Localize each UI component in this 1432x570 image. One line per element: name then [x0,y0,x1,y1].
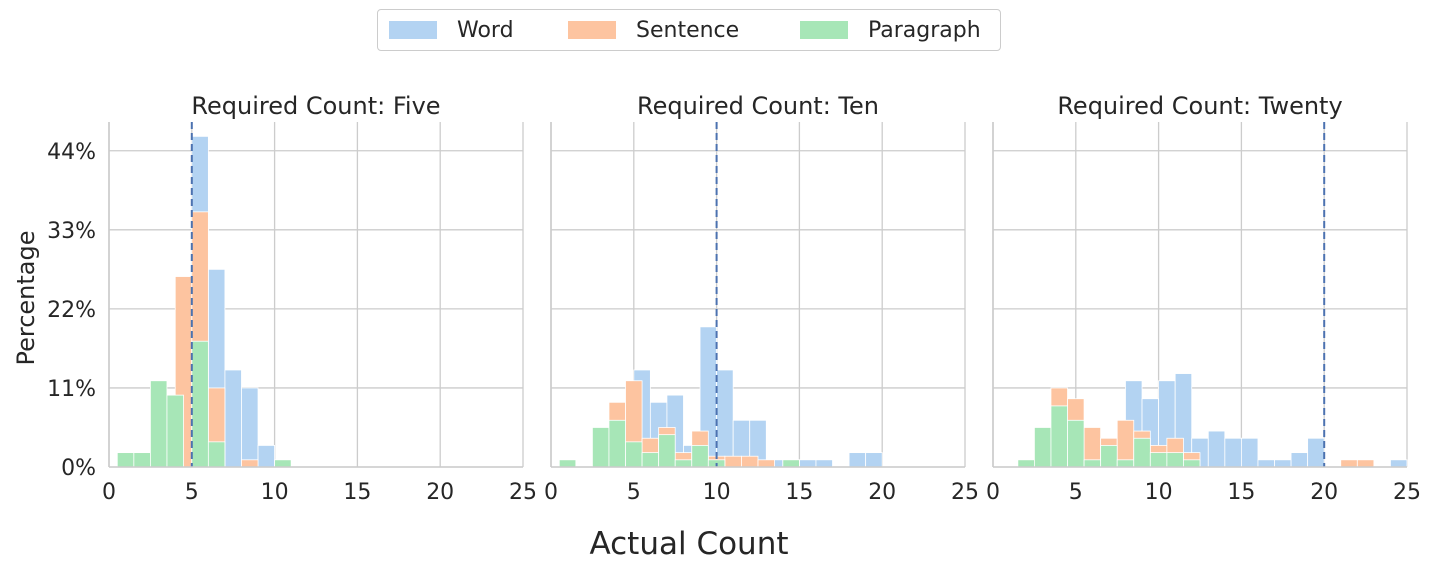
x-tick-label: 25 [509,480,537,505]
panel-title: Required Count: Twenty [1057,92,1342,120]
legend-swatch-sentence [568,21,616,39]
legend-swatch-paragraph [800,21,848,39]
bar-sentence [1340,459,1358,468]
y-tick-label: 0% [61,456,96,481]
panel-1: 0 5 10 15 20 25 0% 11% 22% 33% 44% Required Count: … [47,92,537,505]
x-tick-label: 5 [185,480,199,505]
bar-word [1207,430,1226,468]
panel-3: 0 5 10 15 20 25 Required Count: Twenty [986,92,1421,505]
bar-paragraph [658,434,676,468]
x-axis-label: Actual Count [589,526,788,562]
x-tick-label: 10 [1145,480,1173,505]
legend-swatch-word [389,21,437,39]
bar-paragraph [149,380,168,468]
bar-paragraph [558,459,577,468]
bar-sentence [1356,459,1375,468]
x-tick-label: 15 [1227,480,1255,505]
bar-sentence [241,459,259,468]
x-tick-label: 0 [544,480,558,505]
bar-paragraph [1133,437,1151,468]
bar-paragraph [1067,419,1085,468]
x-tick-label: 20 [426,480,454,505]
bar-word [1224,437,1242,468]
bar-paragraph [625,441,643,468]
bar-word [1390,459,1408,468]
bar-word [1307,437,1325,468]
panel-title: Required Count: Ten [637,92,879,120]
bar-word [716,369,734,468]
x-tick-label: 15 [785,480,813,505]
bar-paragraph [1100,445,1118,468]
x-tick-label: 10 [261,480,289,505]
legend-label-paragraph: Paragraph [868,17,981,43]
bar-paragraph [691,445,709,468]
panel-title: Required Count: Five [191,92,440,120]
panel-2: 0 5 10 15 20 25 Required Count: Ten [544,92,979,505]
y-tick-label: 33% [47,219,96,244]
bar-sentence [741,455,759,468]
legend-label-sentence: Sentence [636,17,740,43]
legend-item-word: Word [389,10,514,50]
bar-paragraph [1083,459,1102,468]
bar-paragraph [641,452,660,468]
bar-paragraph [1183,459,1201,468]
bar-word [1241,437,1259,468]
bar-word [257,445,276,468]
x-tick-label: 25 [1393,480,1421,505]
legend-item-sentence: Sentence [568,10,739,50]
x-tick-label: 15 [343,480,371,505]
x-tick-label: 20 [868,480,896,505]
x-tick-label: 10 [703,480,731,505]
bar-word [865,452,883,468]
bar-paragraph [1166,452,1184,468]
bar-paragraph [191,340,209,468]
bar-paragraph [166,394,184,468]
bar-paragraph [1017,459,1035,468]
bar-paragraph [674,459,693,468]
bar-word [224,369,242,468]
bar-sentence [757,459,775,468]
bar-paragraph [207,441,226,468]
bar-paragraph [608,419,626,468]
y-tick-label: 22% [47,298,96,323]
bar-word [1257,459,1275,468]
y-axis-label: Percentage [12,230,40,365]
y-tick-label: 11% [47,377,96,402]
bar-paragraph [1034,427,1052,468]
bar-word [799,459,817,468]
bar-paragraph [274,459,292,468]
panels-group: 0 5 10 15 20 25 0% 11% 22% 33% 44% Required Count: … [47,92,1421,505]
y-tick-label: 44% [47,140,96,165]
x-tick-label: 0 [102,480,116,505]
legend-label-word: Word [457,17,514,43]
bar-word [1274,459,1292,468]
bar-paragraph [1116,459,1135,468]
bar-paragraph [133,452,151,468]
legend: Word Sentence Paragraph [377,9,1001,51]
bar-word [815,459,833,468]
x-tick-label: 0 [986,480,1000,505]
bar-paragraph [592,427,610,468]
bar-paragraph [116,452,135,468]
bar-word [848,452,867,468]
x-tick-label: 20 [1310,480,1338,505]
bar-paragraph [782,459,800,468]
x-tick-label: 5 [627,480,641,505]
bar-sentence [724,455,742,468]
bar-paragraph [1050,405,1068,468]
legend-item-paragraph: Paragraph [800,10,981,50]
x-tick-label: 5 [1069,480,1083,505]
bar-paragraph [1149,452,1168,468]
bar-word [241,387,259,468]
bar-word [1290,452,1309,468]
x-tick-label: 25 [951,480,979,505]
